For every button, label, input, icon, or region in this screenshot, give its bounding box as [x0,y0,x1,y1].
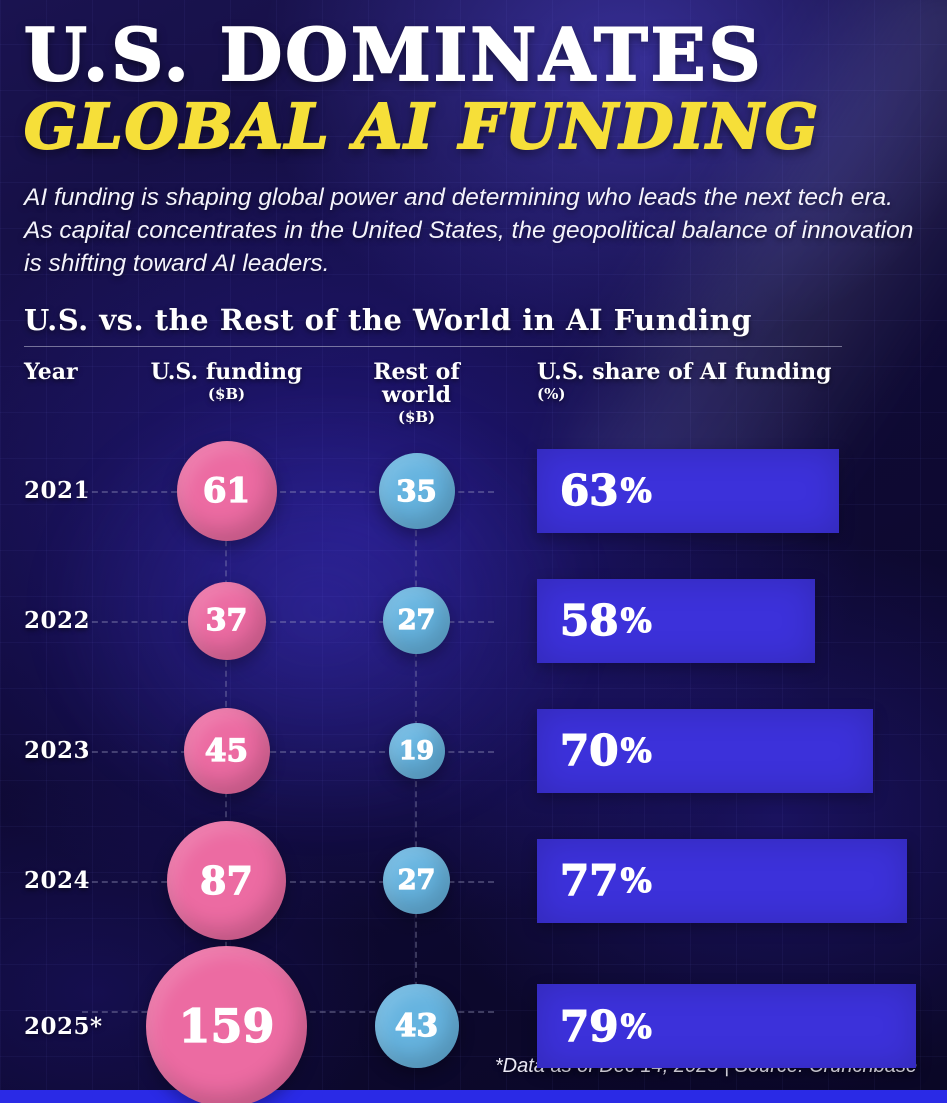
rest-of-world-header-label: Rest of world [373,358,460,408]
share-value: 79 [559,1001,619,1051]
share-bar: 79 % [537,984,916,1069]
row-dash-guide [82,880,494,883]
share-bar: 63 % [537,448,839,533]
year-label: 2023 [24,737,91,765]
share-value: 63 [559,465,619,516]
rest-of-world-value: 19 [398,735,434,766]
us-funding-unit: ($B) [207,384,246,403]
us-funding-bubble: 45 [183,707,270,794]
share-bar: 77 % [537,838,907,923]
share-value: 70 [559,725,619,776]
chart-row: 2022 37 27 58 % [24,556,921,686]
us-funding-value: 45 [204,732,249,769]
us-share-unit: (%) [537,384,566,403]
us-share-header-label: U.S. share of AI funding [537,358,832,385]
subtitle: GLOBAL AI FUNDING [23,90,821,164]
chart-row: 2021 61 35 63 % [24,426,921,556]
share-value: 58 [559,595,619,646]
rest-of-world-bubble: 19 [388,722,445,779]
share-bar-cell: 63 % [494,448,921,533]
rest-of-world-value: 27 [397,604,436,637]
rest-of-world-bubble: 27 [383,847,450,915]
year-label: 2025* [24,1012,103,1040]
year-label: 2022 [24,607,91,635]
rest-of-world-value: 27 [397,864,436,897]
us-funding-bubble: 61 [176,440,277,541]
main-title: U.S. DOMINATES [23,12,764,97]
rest-of-world-bubble: 27 [383,587,450,655]
chart-row: 2024 87 27 77 % [24,816,921,946]
rest-of-world-value: 35 [396,473,438,508]
us-funding-value: 61 [202,470,251,511]
us-funding-bubble: 159 [146,945,307,1103]
percent-sign: % [620,731,652,771]
chart-rows: 2021 61 35 63 % 2022 37 27 58 [24,426,921,1103]
column-header-row: Year U.S. funding ($B) Rest of world ($B… [24,358,921,426]
share-bar-cell: 77 % [494,838,921,923]
intro-text: AI funding is shaping global power and d… [24,184,914,277]
rest-of-world-bubble: 43 [374,984,459,1069]
column-header-rest-of-world: Rest of world ($B) [339,358,494,426]
column-header-year: Year [24,358,78,385]
rest-of-world-value: 43 [394,1007,439,1045]
column-header-us-share: U.S. share of AI funding (%) [494,358,921,426]
rest-of-world-unit: ($B) [397,407,436,426]
content: U.S. DOMINATES GLOBAL AI FUNDING AI fund… [23,12,921,1103]
share-value: 77 [559,855,619,906]
share-bar-cell: 79 % [494,984,921,1069]
us-funding-value: 159 [178,998,275,1054]
us-funding-bubble: 37 [187,581,266,660]
section-title: U.S. vs. the Rest of the World in AI Fun… [24,303,842,347]
row-dash-guide [82,750,494,753]
percent-sign: % [620,471,652,511]
row-dash-guide [82,620,494,623]
year-label: 2024 [24,867,91,895]
percent-sign: % [620,1006,652,1046]
column-header-us-funding: U.S. funding ($B) [114,358,339,426]
year-label: 2021 [24,477,91,505]
share-bar-cell: 70 % [494,708,921,793]
percent-sign: % [620,861,652,901]
us-funding-bubble: 87 [167,821,286,941]
row-dash-guide [82,490,494,493]
us-funding-value: 37 [205,602,248,639]
chart-row: 2025* 159 43 79 % [24,945,921,1103]
share-bar-cell: 58 % [494,578,921,663]
share-bar: 70 % [537,708,873,793]
share-bar: 58 % [537,578,815,663]
rest-of-world-bubble: 35 [378,452,455,529]
percent-sign: % [620,601,652,641]
chart-row: 2023 45 19 70 % [24,686,921,816]
us-funding-header-label: U.S. funding [150,358,303,385]
bottom-accent-bar [0,1090,947,1103]
us-funding-value: 87 [199,857,253,904]
